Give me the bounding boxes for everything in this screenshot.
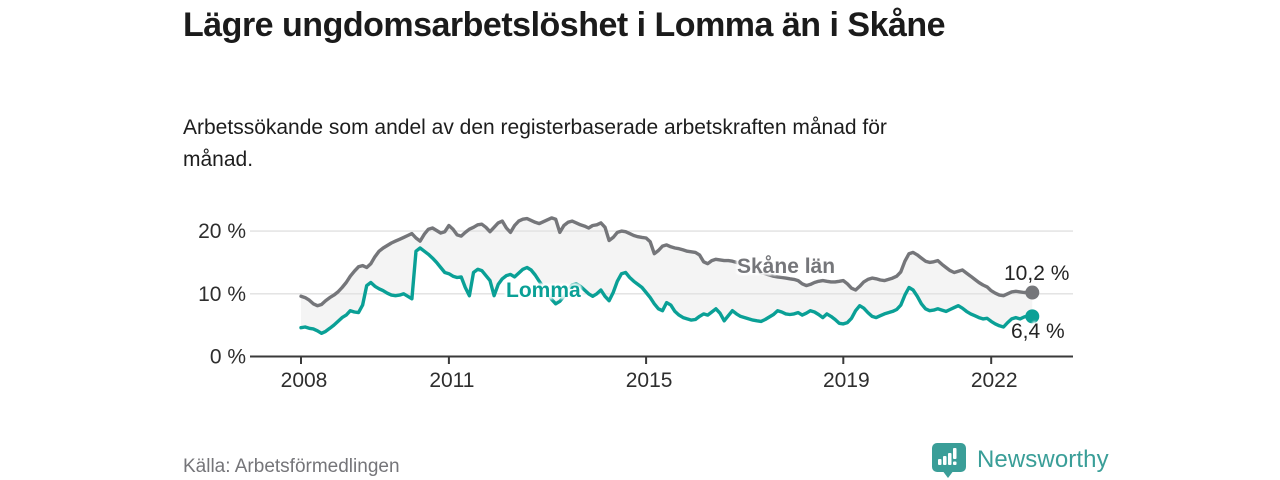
newsworthy-logo: Newsworthy [930, 441, 1109, 479]
newsworthy-logo-text: Newsworthy [977, 446, 1109, 473]
x-tick-label: 2011 [429, 369, 474, 392]
end-dot-skane [1025, 285, 1040, 300]
source-caption: Källa: Arbetsförmedlingen [183, 456, 400, 477]
x-tick-label: 2022 [971, 369, 1018, 392]
end-dot-lomma [1025, 309, 1040, 324]
between-series-band [301, 217, 1033, 334]
x-tick-label: 2019 [823, 369, 870, 392]
chart-subtitle: Arbetssökande som andel av den registerb… [183, 116, 887, 171]
end-value-label-lomma: 6,4 % [1011, 320, 1065, 343]
newsworthy-chart-bubble-icon [932, 443, 966, 478]
y-tick-label: 20 % [198, 220, 246, 243]
series-line-skane [299, 216, 1035, 308]
x-tick-label: 2008 [281, 369, 328, 392]
series-line-lomma [299, 246, 1035, 335]
series-label-skane: Skåne län [737, 255, 836, 278]
page-title: Lägre ungdomsarbetslöshet i Lomma än i S… [183, 6, 946, 44]
x-tick-label: 2015 [626, 369, 673, 392]
y-tick-label: 0 % [210, 346, 246, 369]
series-label-lomma: Lomma [506, 279, 581, 302]
end-value-label-skane: 10,2 % [1004, 262, 1070, 285]
y-tick-label: 10 % [198, 283, 246, 306]
